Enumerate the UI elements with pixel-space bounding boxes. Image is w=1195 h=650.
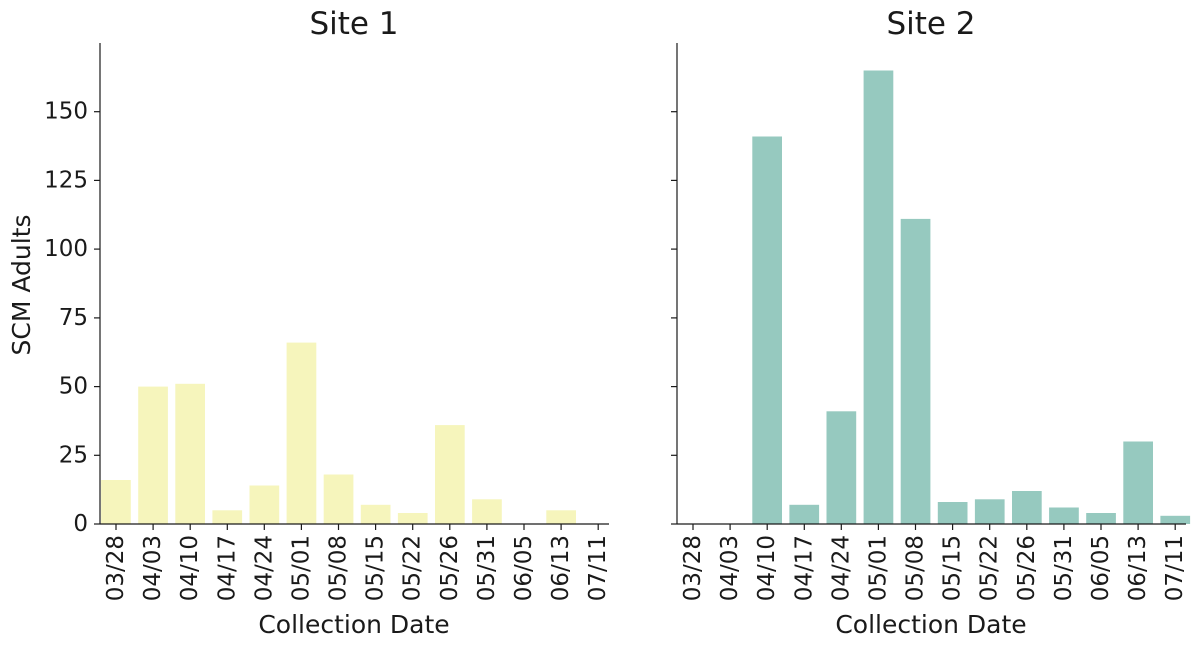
site-2-x-tick-label: 03/28 (680, 535, 706, 601)
site-1-x-tick-label: 04/03 (140, 535, 166, 601)
site-2-bar (974, 499, 1005, 524)
site-2-bar (937, 502, 968, 524)
site-1-y-tick-label: 150 (44, 99, 88, 125)
site-1-x-tick-label: 06/13 (548, 535, 574, 601)
site-2-x-tick-label: 05/31 (1051, 535, 1077, 601)
site-2-x-tick-label: 04/03 (717, 535, 743, 601)
site-2-bar (900, 218, 931, 524)
site-1-y-tick-label: 125 (44, 167, 88, 193)
site-1-x-tick-label: 06/05 (511, 535, 537, 601)
site-2-x-tick-label: 07/11 (1162, 535, 1188, 601)
site-1-y-tick-label: 0 (73, 511, 88, 537)
site-2-bar (1012, 491, 1042, 524)
site-1-y-axis-label: SCM Adults (7, 215, 36, 356)
site-1-bar (212, 510, 243, 524)
site-2-x-tick-label: 05/22 (977, 535, 1003, 601)
site-2-x-tick-label: 04/24 (828, 535, 854, 601)
site-1-bar (360, 504, 391, 524)
site-1-x-tick-label: 05/08 (326, 535, 352, 601)
site-1-y-tick-label: 75 (59, 305, 88, 331)
site-2-bar (789, 504, 820, 524)
site-1-bar (286, 342, 317, 524)
site-1-x-tick-label: 05/01 (288, 535, 314, 601)
site-2-x-axis-label: Collection Date (835, 610, 1026, 639)
site-1-x-tick-label: 05/22 (400, 535, 426, 601)
site-1-x-tick-label: 04/17 (214, 535, 240, 601)
site-1-x-tick-label: 07/11 (585, 535, 611, 601)
site-2-x-tick-label: 05/15 (940, 535, 966, 601)
site-1-x-tick-label: 03/28 (103, 535, 129, 601)
site-1-bar (175, 383, 205, 524)
site-1-y-ticks: 0 25 50 75 100 125 150 (44, 99, 100, 537)
site-1-x-tick-label: 05/15 (363, 535, 389, 601)
site-1-bar (249, 485, 280, 524)
site-2-x-tick-label: 04/10 (754, 535, 780, 601)
site-2-x-tick-label: 05/08 (903, 535, 929, 601)
site-1-x-axis-label: Collection Date (258, 610, 449, 639)
site-2-bar (1086, 513, 1116, 524)
site-2-x-tick-label: 05/26 (1014, 535, 1040, 601)
site-1-y-tick-label: 100 (44, 236, 88, 262)
site-2-title: Site 2 (886, 6, 975, 42)
site-1-bar (101, 480, 131, 524)
site-2-x-tick-label: 04/17 (791, 535, 817, 601)
site-1-bar (323, 474, 354, 524)
site-2-x-tick-label: 06/05 (1088, 535, 1114, 601)
site-1-bars (101, 342, 576, 524)
site-2-bar (863, 70, 894, 524)
site-1-x-tick-label: 05/31 (474, 535, 500, 601)
site-2-bar (1160, 515, 1191, 524)
site-1-bar (397, 513, 428, 524)
site-1-bar (472, 499, 502, 524)
site-2-bar (752, 136, 782, 524)
site-1-x-ticks: 03/28 04/03 04/10 04/17 04/24 05/01 05/08 05/15… (103, 524, 611, 601)
site-1-bar (546, 510, 576, 524)
site-2-x-tick-label: 05/01 (865, 535, 891, 601)
site-2-bar (826, 411, 857, 524)
site-2-bar (1049, 507, 1079, 524)
site-2-bar (1123, 441, 1153, 524)
site-1-y-tick-label: 50 (59, 374, 88, 400)
site-1-x-tick-label: 04/24 (251, 535, 277, 601)
site-1-y-tick-label: 25 (59, 442, 88, 468)
site-2-bars (752, 70, 1191, 524)
site-1-panel: Site 1 SCM Adults Collection Date 0 25 50 7… (7, 6, 611, 639)
site-1-bar (138, 386, 168, 524)
site-1-x-tick-label: 04/10 (177, 535, 203, 601)
site-2-x-tick-label: 06/13 (1125, 535, 1151, 601)
site-2-y-ticks (671, 111, 677, 525)
site-1-title: Site 1 (309, 6, 398, 42)
site-1-bar (435, 425, 465, 524)
site-2-panel: Site 2 Collection Date 03/28 04/03 04/10 04… (671, 6, 1191, 639)
site-2-x-ticks: 03/28 04/03 04/10 04/17 04/24 05/01 05/08 05/15… (680, 524, 1188, 601)
site-1-x-tick-label: 05/26 (437, 535, 463, 601)
